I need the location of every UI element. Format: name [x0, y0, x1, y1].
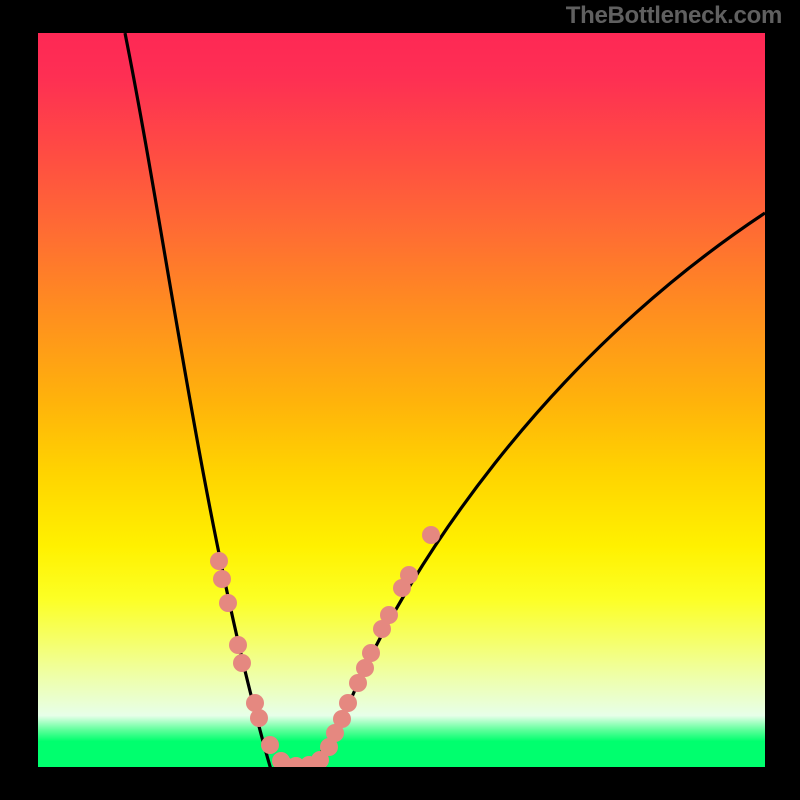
data-point	[380, 606, 398, 624]
data-point	[229, 636, 247, 654]
plot-area	[38, 33, 765, 767]
data-point	[213, 570, 231, 588]
curve-layer	[38, 33, 765, 767]
chart-canvas: TheBottleneck.com	[0, 0, 800, 800]
data-point	[210, 552, 228, 570]
right-curve	[298, 213, 765, 766]
data-point	[233, 654, 251, 672]
data-point	[400, 566, 418, 584]
data-point	[422, 526, 440, 544]
data-point	[219, 594, 237, 612]
watermark-text: TheBottleneck.com	[566, 2, 782, 30]
dot-layer	[210, 526, 440, 767]
data-point	[339, 694, 357, 712]
data-point	[333, 710, 351, 728]
data-point	[261, 736, 279, 754]
data-point	[362, 644, 380, 662]
left-curve	[125, 33, 298, 767]
data-point	[250, 709, 268, 727]
